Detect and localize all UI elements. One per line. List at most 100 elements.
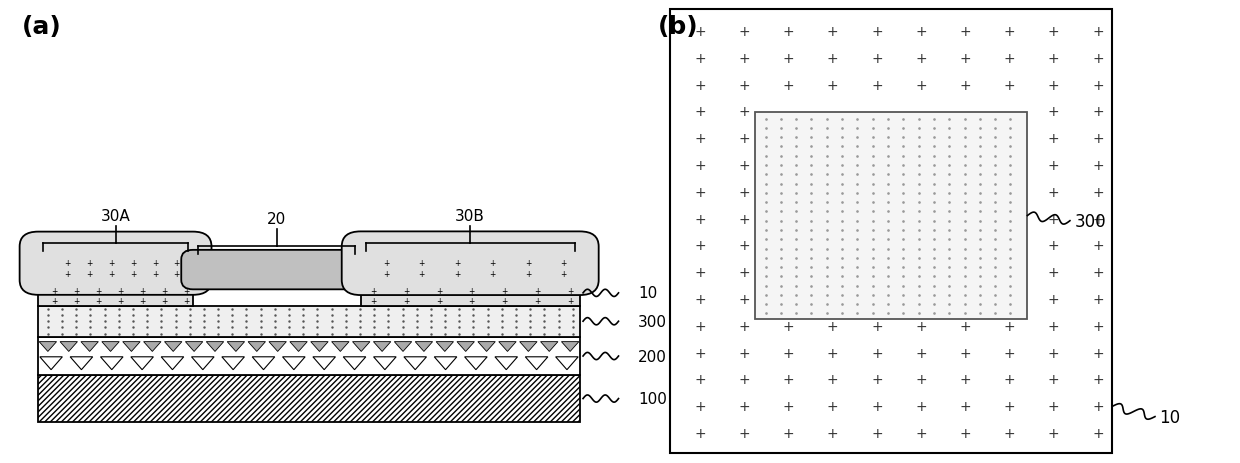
Text: +: + — [151, 259, 157, 268]
Polygon shape — [394, 342, 412, 352]
Bar — [755, 113, 1028, 319]
Text: +: + — [694, 78, 706, 93]
Text: +: + — [782, 25, 795, 39]
Polygon shape — [102, 342, 119, 352]
Polygon shape — [520, 342, 537, 352]
Polygon shape — [331, 342, 348, 352]
Polygon shape — [373, 342, 391, 352]
Text: +: + — [872, 426, 883, 440]
Text: +: + — [1092, 52, 1104, 66]
Text: +: + — [960, 25, 971, 39]
Text: +: + — [1092, 212, 1104, 226]
FancyBboxPatch shape — [342, 232, 599, 295]
Text: +: + — [1092, 159, 1104, 173]
Text: +: + — [51, 286, 57, 295]
Text: +: + — [827, 373, 838, 387]
Text: +: + — [1048, 346, 1060, 360]
Text: +: + — [1048, 319, 1060, 333]
Text: +: + — [739, 319, 750, 333]
Text: +: + — [694, 212, 706, 226]
Text: +: + — [118, 296, 124, 305]
Text: +: + — [872, 400, 883, 413]
Text: +: + — [739, 185, 750, 200]
Polygon shape — [343, 357, 366, 370]
Text: +: + — [1048, 400, 1060, 413]
Text: +: + — [960, 52, 971, 66]
Polygon shape — [60, 342, 77, 352]
Bar — [38, 375, 580, 422]
Text: +: + — [782, 346, 795, 360]
Polygon shape — [191, 357, 215, 370]
Text: +: + — [739, 400, 750, 413]
Polygon shape — [498, 342, 516, 352]
Text: +: + — [534, 286, 541, 295]
Text: +: + — [915, 78, 928, 93]
Text: +: + — [567, 296, 573, 305]
Text: +: + — [1048, 266, 1060, 280]
Text: +: + — [1048, 373, 1060, 387]
Text: +: + — [1003, 373, 1016, 387]
Text: +: + — [827, 319, 838, 333]
Text: +: + — [1092, 293, 1104, 307]
Text: +: + — [174, 259, 180, 268]
Text: +: + — [161, 296, 167, 305]
Bar — [361, 281, 580, 306]
Polygon shape — [415, 342, 433, 352]
Text: +: + — [1092, 346, 1104, 360]
Text: +: + — [694, 400, 706, 413]
Text: (b): (b) — [657, 15, 698, 39]
Text: +: + — [1048, 105, 1060, 119]
Text: +: + — [739, 105, 750, 119]
Polygon shape — [290, 342, 308, 352]
Text: +: + — [915, 25, 928, 39]
Text: +: + — [1003, 346, 1016, 360]
Polygon shape — [206, 342, 223, 352]
Text: +: + — [739, 426, 750, 440]
Text: +: + — [1092, 319, 1104, 333]
Text: 30B: 30B — [455, 208, 485, 223]
Text: +: + — [960, 319, 971, 333]
Text: +: + — [1048, 78, 1060, 93]
Text: 200: 200 — [637, 349, 667, 364]
Text: +: + — [1048, 132, 1060, 146]
Text: +: + — [1092, 239, 1104, 253]
Text: +: + — [1092, 266, 1104, 280]
Text: +: + — [694, 266, 706, 280]
Text: +: + — [1048, 185, 1060, 200]
Text: +: + — [739, 132, 750, 146]
Polygon shape — [269, 342, 286, 352]
Polygon shape — [311, 342, 329, 352]
Text: +: + — [130, 270, 136, 279]
Text: +: + — [739, 239, 750, 253]
Polygon shape — [71, 357, 93, 370]
Text: +: + — [419, 270, 425, 279]
Polygon shape — [131, 357, 154, 370]
Text: +: + — [118, 286, 124, 295]
Text: +: + — [1092, 400, 1104, 413]
Text: +: + — [1092, 426, 1104, 440]
Text: +: + — [694, 105, 706, 119]
Polygon shape — [373, 357, 396, 370]
Text: +: + — [184, 296, 190, 305]
Text: +: + — [1003, 78, 1016, 93]
Text: +: + — [782, 373, 795, 387]
Text: +: + — [872, 319, 883, 333]
Text: +: + — [872, 25, 883, 39]
Text: +: + — [86, 259, 92, 268]
Text: +: + — [827, 400, 838, 413]
Bar — [38, 306, 580, 337]
Text: +: + — [960, 373, 971, 387]
Text: +: + — [739, 266, 750, 280]
Polygon shape — [144, 342, 161, 352]
Text: +: + — [525, 270, 532, 279]
Polygon shape — [100, 357, 123, 370]
Text: +: + — [782, 78, 795, 93]
Text: +: + — [383, 270, 389, 279]
Polygon shape — [165, 342, 182, 352]
Text: +: + — [151, 270, 157, 279]
Text: +: + — [1092, 25, 1104, 39]
Text: +: + — [694, 293, 706, 307]
Polygon shape — [541, 342, 558, 352]
Text: +: + — [1048, 212, 1060, 226]
Text: +: + — [51, 296, 57, 305]
